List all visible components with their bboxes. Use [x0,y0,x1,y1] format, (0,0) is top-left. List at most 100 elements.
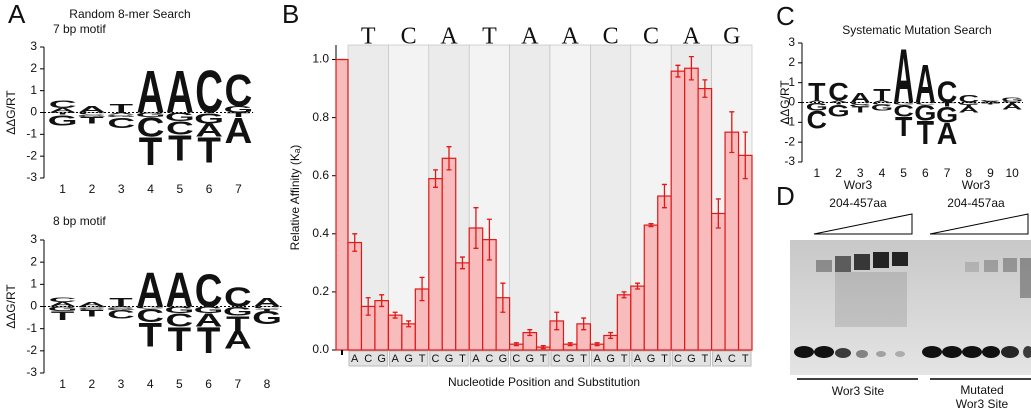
y-tick-label: 1 [30,83,37,97]
logo-letter: A [1002,102,1023,111]
logo-letter: T [51,309,75,323]
bar [617,295,630,350]
y-tick-label: -1 [784,115,795,129]
chart-subtitle: 7 bp motif [53,22,106,36]
x-tick-label: T [459,353,466,365]
x-tick-label: 9 [987,166,994,180]
gel-panel: Wor3 204-457aa Wor3 204-457aa Wo [790,178,1031,411]
chart-title: Systematic Mutation Search [842,23,991,37]
x-tick-label: C [485,353,493,365]
x-tick-label: T [742,353,749,365]
logo-letter: T [168,128,192,169]
x-tick-label: T [419,353,426,365]
x-tick-label: 8 [264,377,271,391]
position-letter: T [482,24,497,50]
x-tick-label: 2 [89,182,96,196]
logo-letter: C [49,98,77,110]
x-tick-label: 6 [206,182,213,196]
gel-label: Wor3 [844,178,873,192]
logo-letter: C [107,115,135,132]
x-tick-label: G [566,353,575,365]
x-tick-label: 5 [176,377,183,391]
y-tick-label: 0.4 [312,226,329,240]
logo-letter: T [852,105,870,114]
y-axis-label: ΔΔG/RT [4,90,18,135]
x-tick-label: G [445,353,454,365]
x-tick-label: 3 [857,166,864,180]
y-tick-label: 2 [30,61,37,75]
x-tick-label: G [526,353,535,365]
y-tick-label: 3 [788,35,795,49]
logo-letter: T [917,114,935,151]
gradient-triangle [814,214,912,234]
x-tick-label: 2 [835,166,842,180]
x-tick-label: T [540,353,547,365]
position-letter: A [683,24,701,50]
y-tick-label: 1 [788,75,795,89]
y-tick-label: -3 [26,365,37,379]
x-tick-label: 4 [879,166,886,180]
x-tick-label: C [512,353,520,365]
x-tick-label: T [580,353,587,365]
position-letter: A [521,24,539,50]
x-tick-label: 4 [147,182,154,196]
y-tick-label: 1 [30,277,37,291]
panel-label: A [8,0,26,29]
y-tick-label: -1 [26,127,37,141]
logo-letter: T [197,320,220,361]
bar [698,89,711,350]
x-tick-label: 1 [814,166,821,180]
bar [658,196,671,350]
bar [712,213,725,350]
bar [631,286,644,350]
y-tick-label: -3 [26,170,37,184]
bar [402,324,415,350]
bar [671,71,684,350]
bar [644,225,657,350]
x-tick-label: 7 [235,182,242,196]
logo-letter: G [48,113,78,130]
x-tick-label: 1 [59,377,66,391]
panel-label: C [776,1,795,31]
bar [429,179,442,350]
logo-letter: C [225,65,253,116]
x-tick-label: G [499,353,508,365]
bar [388,315,401,350]
logo-letter: T [80,115,104,125]
y-tick-label: 0.0 [312,342,329,356]
y-tick-label: 3 [30,39,37,53]
x-tick-label: 5 [900,166,907,180]
x-axis-label: Nucleotide Position and Substitution [448,375,640,389]
y-tick-label: 2 [30,254,37,268]
logo-letter: A [937,117,958,151]
bar [685,68,698,350]
y-tick-label: -3 [784,154,795,168]
x-tick-label: 2 [88,377,95,391]
x-tick-label: G [377,353,386,365]
logo-letter: T [168,320,191,358]
x-tick-label: T [701,353,708,365]
logo-letter: T [197,130,221,171]
x-tick-label: 7 [944,166,951,180]
logo-letter: T [982,103,1000,105]
y-tick-label: 0.2 [312,284,329,298]
x-tick-label: A [634,353,642,365]
y-tick-label: 0 [30,299,37,313]
logo-letter: A [225,110,253,151]
bar [456,263,469,350]
logo-letter: C [107,308,135,322]
x-tick-label: 7 [234,377,241,391]
x-tick-label: 5 [177,182,184,196]
site-label: Wor3 Site [956,397,1009,411]
gel-label: Wor3 [962,178,991,192]
y-tick-label: 0.6 [312,168,329,182]
panel-label: D [776,181,795,211]
panel-label: B [282,0,299,29]
x-tick-label: T [661,353,668,365]
bar [375,301,388,350]
gel-label: 204-457aa [947,196,1005,210]
logo-letter: T [895,112,912,142]
y-axis-label: ΔΔG/RT [4,284,18,329]
bar [348,243,361,350]
x-tick-label: 1 [59,182,66,196]
